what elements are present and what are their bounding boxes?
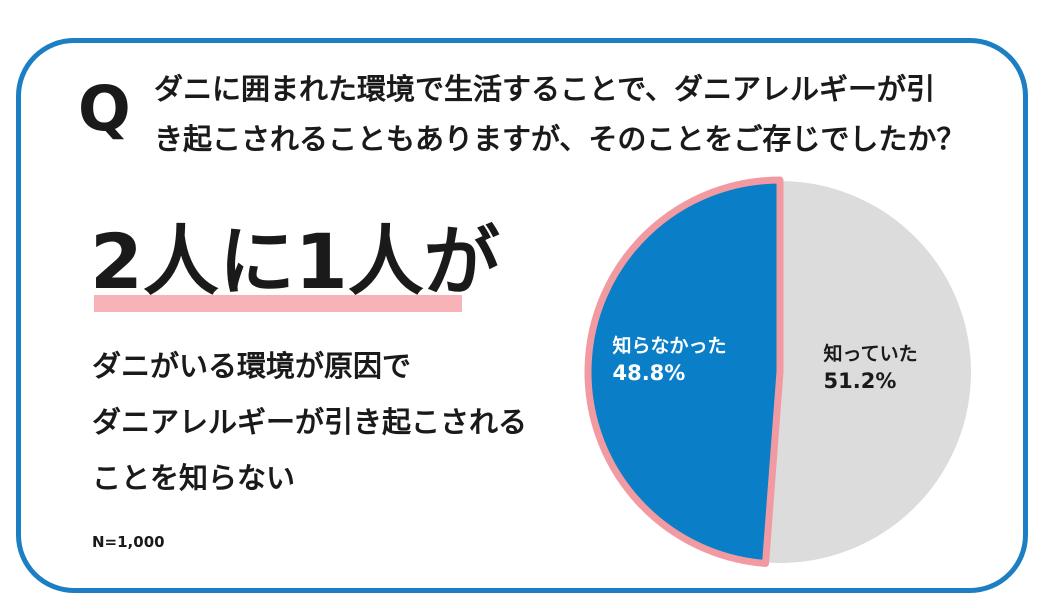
question-marker: Q bbox=[78, 72, 131, 145]
pie-slice-1 bbox=[584, 176, 784, 567]
headline-highlight bbox=[94, 295, 462, 312]
subtext: ダニがいる環境が原因で ダニアレルギーが引き起こされる ことを知らない bbox=[92, 338, 527, 506]
question-line-2: き起こされることもありますが、そのことをご存じでしたか？ bbox=[154, 122, 966, 156]
pie-chart: 知っていた 51.2% 知らなかった 48.8% bbox=[584, 176, 973, 567]
question-text: ダニに囲まれた環境で生活することで、ダニアレルギーが引 き起こされることもありま… bbox=[154, 64, 1014, 164]
pie-value-1: 48.8% bbox=[612, 361, 685, 385]
question-line-1: ダニに囲まれた環境で生活することで、ダニアレルギーが引 bbox=[154, 72, 935, 106]
subtext-line-2: ダニアレルギーが引き起こされる bbox=[92, 405, 528, 439]
headline: 2人に1人が bbox=[90, 217, 500, 306]
card-frame bbox=[16, 38, 1028, 593]
pie-label-1: 知らなかった bbox=[612, 334, 726, 357]
pie-slice-0 bbox=[764, 178, 973, 565]
subtext-line-3: ことを知らない bbox=[92, 461, 296, 495]
sample-size: N=1,000 bbox=[92, 533, 165, 551]
headline-block: 2人に1人が bbox=[90, 217, 500, 312]
pie-label-0: 知っていた bbox=[824, 342, 918, 365]
subtext-line-1: ダニがいる環境が原因で bbox=[92, 349, 412, 383]
pie-value-0: 51.2% bbox=[824, 369, 897, 393]
